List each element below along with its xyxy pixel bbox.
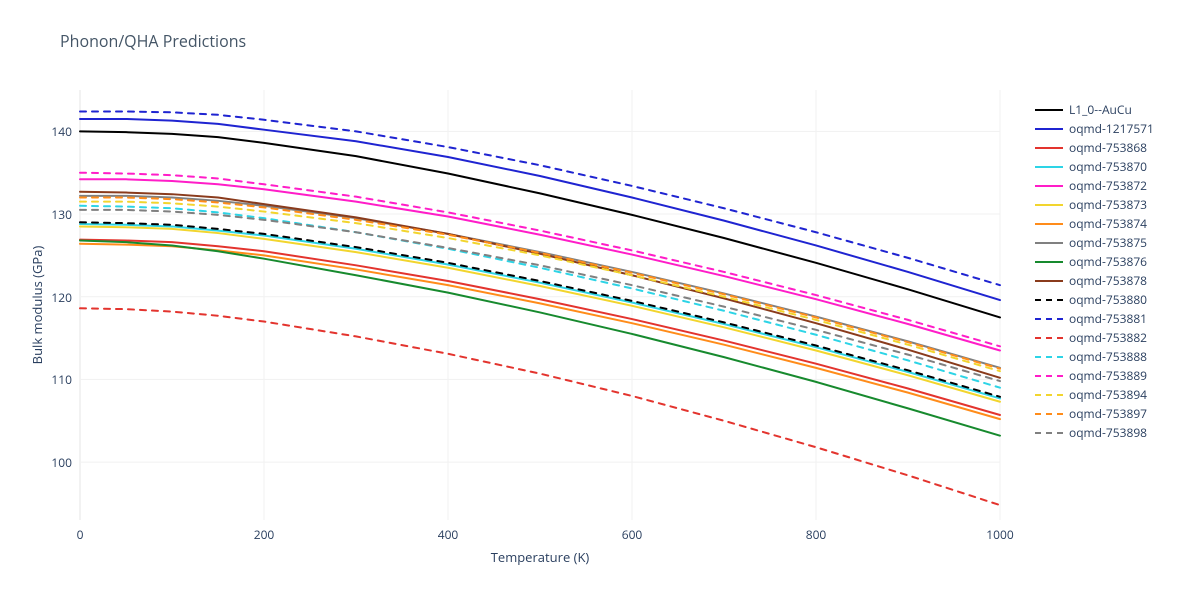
x-tick-label: 1000 (985, 526, 1015, 543)
legend-item[interactable]: oqmd-753880 (1035, 290, 1154, 309)
legend-label: oqmd-753882 (1069, 329, 1147, 346)
legend-label: oqmd-753872 (1069, 177, 1147, 194)
legend-item[interactable]: oqmd-753870 (1035, 157, 1154, 176)
legend-swatch (1035, 204, 1063, 206)
legend-label: oqmd-753881 (1069, 310, 1147, 327)
legend-label: oqmd-753897 (1069, 405, 1147, 422)
x-tick-label: 0 (65, 526, 95, 543)
x-tick-label: 600 (617, 526, 647, 543)
legend-label: oqmd-753880 (1069, 291, 1147, 308)
y-tick-label: 110 (51, 371, 72, 388)
legend-swatch (1035, 375, 1063, 377)
legend-item[interactable]: oqmd-753876 (1035, 252, 1154, 271)
legend-item[interactable]: oqmd-753878 (1035, 271, 1154, 290)
y-tick-label: 120 (51, 289, 72, 306)
legend-label: oqmd-753898 (1069, 424, 1147, 441)
legend-item[interactable]: oqmd-753888 (1035, 347, 1154, 366)
legend-swatch (1035, 185, 1063, 187)
legend-swatch (1035, 261, 1063, 263)
legend-swatch (1035, 337, 1063, 339)
legend-item[interactable]: oqmd-1217571 (1035, 119, 1154, 138)
legend-item[interactable]: oqmd-753881 (1035, 309, 1154, 328)
legend-label: oqmd-753874 (1069, 215, 1147, 232)
x-tick-label: 200 (249, 526, 279, 543)
legend-swatch (1035, 394, 1063, 396)
legend-label: oqmd-753868 (1069, 139, 1147, 156)
legend-swatch (1035, 166, 1063, 168)
legend-swatch (1035, 242, 1063, 244)
legend-item[interactable]: oqmd-753898 (1035, 423, 1154, 442)
x-tick-label: 400 (433, 526, 463, 543)
legend-label: oqmd-753870 (1069, 158, 1147, 175)
y-axis-label: Bulk modulus (GPa) (28, 90, 46, 520)
legend-item[interactable]: oqmd-753874 (1035, 214, 1154, 233)
y-tick-label: 130 (51, 206, 72, 223)
legend-item[interactable]: L1_0--AuCu (1035, 100, 1154, 119)
legend-swatch (1035, 128, 1063, 130)
legend-item[interactable]: oqmd-753889 (1035, 366, 1154, 385)
legend-label: oqmd-753894 (1069, 386, 1147, 403)
legend-item[interactable]: oqmd-753868 (1035, 138, 1154, 157)
legend-swatch (1035, 356, 1063, 358)
legend[interactable]: L1_0--AuCu oqmd-1217571 oqmd-753868 oqmd-75… (1035, 100, 1154, 442)
legend-label: oqmd-753878 (1069, 272, 1147, 289)
legend-label: oqmd-753888 (1069, 348, 1147, 365)
legend-item[interactable]: oqmd-753894 (1035, 385, 1154, 404)
legend-label: oqmd-1217571 (1069, 120, 1154, 137)
legend-swatch (1035, 223, 1063, 225)
legend-label: oqmd-753876 (1069, 253, 1147, 270)
x-axis-label: Temperature (K) (80, 548, 1000, 566)
legend-label: oqmd-753875 (1069, 234, 1147, 251)
legend-swatch (1035, 280, 1063, 282)
legend-label: oqmd-753889 (1069, 367, 1147, 384)
legend-swatch (1035, 147, 1063, 149)
y-tick-label: 140 (51, 123, 72, 140)
legend-swatch (1035, 318, 1063, 320)
legend-item[interactable]: oqmd-753882 (1035, 328, 1154, 347)
y-tick-label: 100 (51, 454, 72, 471)
legend-label: L1_0--AuCu (1069, 101, 1132, 118)
legend-item[interactable]: oqmd-753873 (1035, 195, 1154, 214)
legend-swatch (1035, 413, 1063, 415)
legend-item[interactable]: oqmd-753897 (1035, 404, 1154, 423)
chart-plot[interactable] (0, 0, 1200, 600)
legend-swatch (1035, 299, 1063, 301)
legend-swatch (1035, 109, 1063, 111)
x-tick-label: 800 (801, 526, 831, 543)
legend-swatch (1035, 432, 1063, 434)
legend-label: oqmd-753873 (1069, 196, 1147, 213)
legend-item[interactable]: oqmd-753875 (1035, 233, 1154, 252)
legend-item[interactable]: oqmd-753872 (1035, 176, 1154, 195)
chart-root: Phonon/QHA Predictions Temperature (K) B… (0, 0, 1200, 600)
